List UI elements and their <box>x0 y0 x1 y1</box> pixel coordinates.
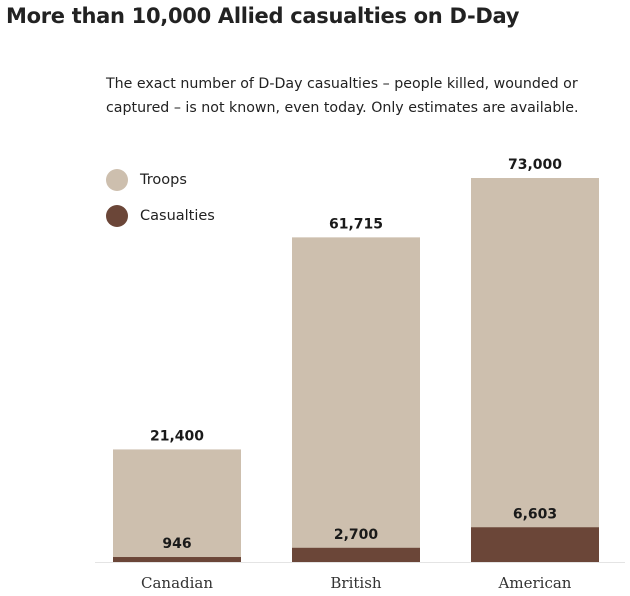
bar-troops-british <box>292 237 420 563</box>
label-troops-canadian: 21,400 <box>150 428 204 444</box>
label-casualties-canadian: 946 <box>162 536 191 552</box>
bar-casualties-canadian <box>113 557 241 562</box>
legend-swatch-troops <box>106 169 128 191</box>
legend: Troops Casualties <box>106 162 215 234</box>
chart-title: More than 10,000 Allied casualties on D-… <box>6 4 520 28</box>
legend-label-troops: Troops <box>140 172 187 188</box>
chart-subtitle: The exact number of D-Day casualties – p… <box>106 76 579 116</box>
bar-casualties-american <box>471 527 599 562</box>
bar-casualties-british <box>292 547 420 562</box>
bar-troops-canadian <box>113 449 241 562</box>
legend-item-casualties: Casualties <box>106 198 215 234</box>
label-casualties-american: 6,603 <box>513 506 557 522</box>
x-tick-british: British <box>330 574 382 592</box>
label-troops-american: 73,000 <box>508 157 562 173</box>
legend-swatch-casualties <box>106 205 128 227</box>
label-troops-british: 61,715 <box>329 216 383 232</box>
bar-troops-american <box>471 178 599 562</box>
x-tick-american: American <box>498 574 572 592</box>
label-casualties-british: 2,700 <box>334 527 379 543</box>
x-tick-canadian: Canadian <box>141 574 213 592</box>
legend-label-casualties: Casualties <box>140 208 215 224</box>
legend-item-troops: Troops <box>106 162 215 198</box>
